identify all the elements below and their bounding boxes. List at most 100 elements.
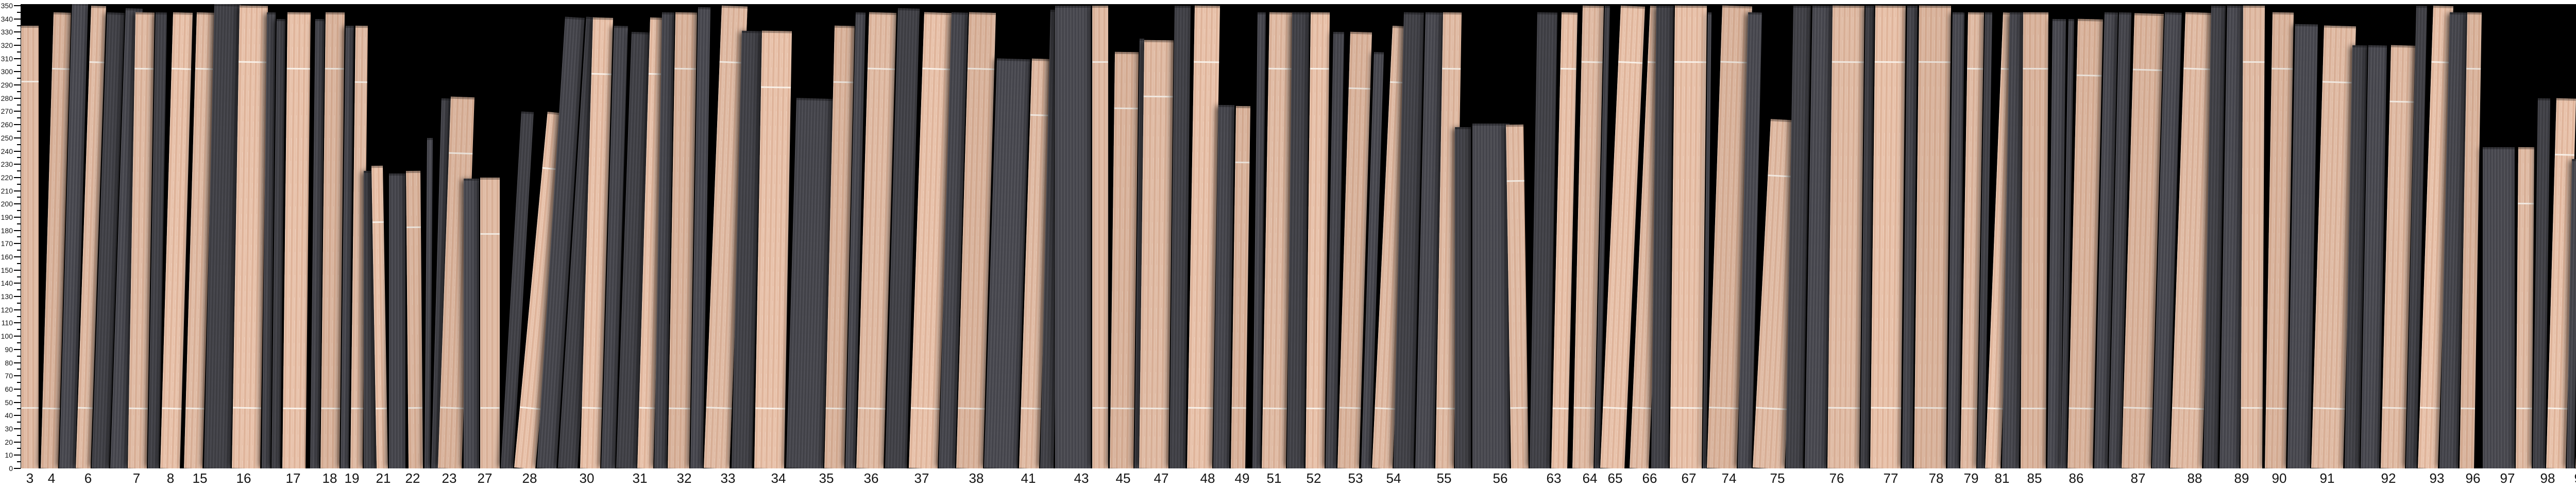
x-axis-label-88: 88 [2187,470,2202,486]
white-mark-line-upper [1560,67,1577,70]
y-axis-major-tick [14,137,21,138]
white-mark-line-upper [922,67,952,71]
white-mark-line-upper [1618,61,1643,64]
x-axis-label-30: 30 [579,470,595,486]
x-axis-label-38: 38 [969,470,984,486]
y-axis-tick-label: 160 [1,253,13,261]
wood-plank-3 [21,25,39,468]
y-axis-tick-label: 150 [1,266,13,274]
plank-top-edge [427,137,433,140]
y-axis-minor-tick [17,11,21,13]
x-axis-label-93: 93 [2429,470,2445,486]
white-mark-line-upper [1235,161,1250,164]
y-axis-tick-label: 230 [1,160,13,169]
white-mark-line-lower [2069,407,2094,410]
x-axis-label-28: 28 [522,470,537,486]
plank-top-edge [662,12,674,15]
dark-plank [464,179,479,468]
y-axis-major-tick [14,150,21,152]
white-mark-line-lower [185,407,205,409]
y-axis-minor-tick [17,316,21,317]
plank-top-edge [2119,12,2131,15]
x-axis-label-52: 52 [1306,470,1321,486]
white-mark-line-lower [42,407,60,409]
plank-top-edge [1656,5,1674,8]
white-mark-line-upper [2272,67,2293,70]
plank-top-edge [721,5,748,9]
y-axis-minor-tick [17,25,21,26]
plank-top-edge [2391,45,2415,48]
plank-top-edge [325,12,345,15]
y-axis-tick-label: 130 [1,292,13,301]
white-mark-line-upper [761,86,791,89]
x-axis-labels: 3 4 6 7 8 15 16 17 18 19 21 22 23 27 28 30 31 32 33 34 35 36 3… [0,470,2576,489]
y-axis-tick-label: 40 [5,411,13,420]
dark-plank [425,137,433,468]
y-axis-minor-tick [17,355,21,357]
white-mark-line-lower [639,407,655,409]
white-mark-line-lower [1961,407,1978,409]
y-axis-tick-label: 270 [1,107,13,116]
x-axis-label-67: 67 [1681,470,1697,486]
y-axis-major-tick [14,97,21,99]
white-mark-line-upper [372,221,384,223]
x-axis-label-92: 92 [2381,470,2396,486]
plank-top-edge [2556,98,2576,101]
x-axis-label-56: 56 [1493,470,1508,486]
white-mark-line-lower [1603,407,1628,410]
plank-top-edge [355,25,368,28]
x-axis-label-74: 74 [1721,470,1737,486]
wood-plank-89 [2241,5,2265,468]
y-axis-major-tick [14,348,21,350]
x-axis-label-77: 77 [1883,470,1899,486]
white-mark-line-lower [1092,407,1108,409]
white-mark-line-lower [2172,407,2204,410]
x-axis-label-85: 85 [2027,470,2042,486]
white-mark-line-upper [239,61,267,63]
y-axis-minor-tick [17,104,21,106]
x-axis-label-64: 64 [1582,470,1598,486]
white-mark-line-upper [1674,61,1706,63]
wood-plank-43 [1092,6,1108,468]
y-axis-major-tick [14,415,21,416]
x-axis-label-76: 76 [1829,470,1844,486]
x-axis-label-41: 41 [1021,470,1036,486]
y-axis-tick-label: 50 [5,398,13,407]
white-mark-line-lower [162,407,182,410]
y-axis-tick-label: 10 [5,451,13,460]
plank-top-edge [1055,6,1091,8]
x-axis-label-17: 17 [285,470,301,486]
x-axis-label-47: 47 [1154,470,1169,486]
white-mark-line-lower [128,407,148,409]
x-axis-label-86: 86 [2069,470,2084,486]
white-mark-line-upper [21,81,39,83]
white-mark-line-upper [52,67,70,70]
y-axis-minor-tick [17,302,21,304]
white-mark-line-upper [480,233,500,235]
x-axis-label-89: 89 [2234,470,2249,486]
plank-top-edge [521,111,534,115]
x-axis-label-99: 99 [2558,470,2576,486]
plank-top-edge [125,8,143,11]
white-mark-line-lower [77,407,93,409]
dark-plank [1472,123,1510,468]
y-axis-tick-label: 210 [1,186,13,195]
y-axis-major-tick [14,45,21,46]
x-axis-label-54: 54 [1386,470,1401,486]
plank-top-edge [1139,39,1144,41]
white-mark-line-lower [668,407,691,409]
plank-top-edge [135,12,155,15]
x-axis-label-97: 97 [2500,470,2515,486]
y-axis-minor-tick [17,78,21,79]
white-mark-line-upper [1967,67,1984,70]
plank-top-edge [2571,159,2576,162]
plank-top-edge [1257,12,1266,14]
plank-top-edge [741,30,762,33]
x-axis-label-96: 96 [2465,470,2481,486]
y-axis-minor-tick [17,434,21,436]
white-mark-line-lower [2123,407,2153,410]
plank-top-edge [1582,5,1604,8]
x-axis-label-91: 91 [2319,470,2335,486]
plank-top-edge [897,8,920,11]
plank-top-edge [155,12,167,15]
